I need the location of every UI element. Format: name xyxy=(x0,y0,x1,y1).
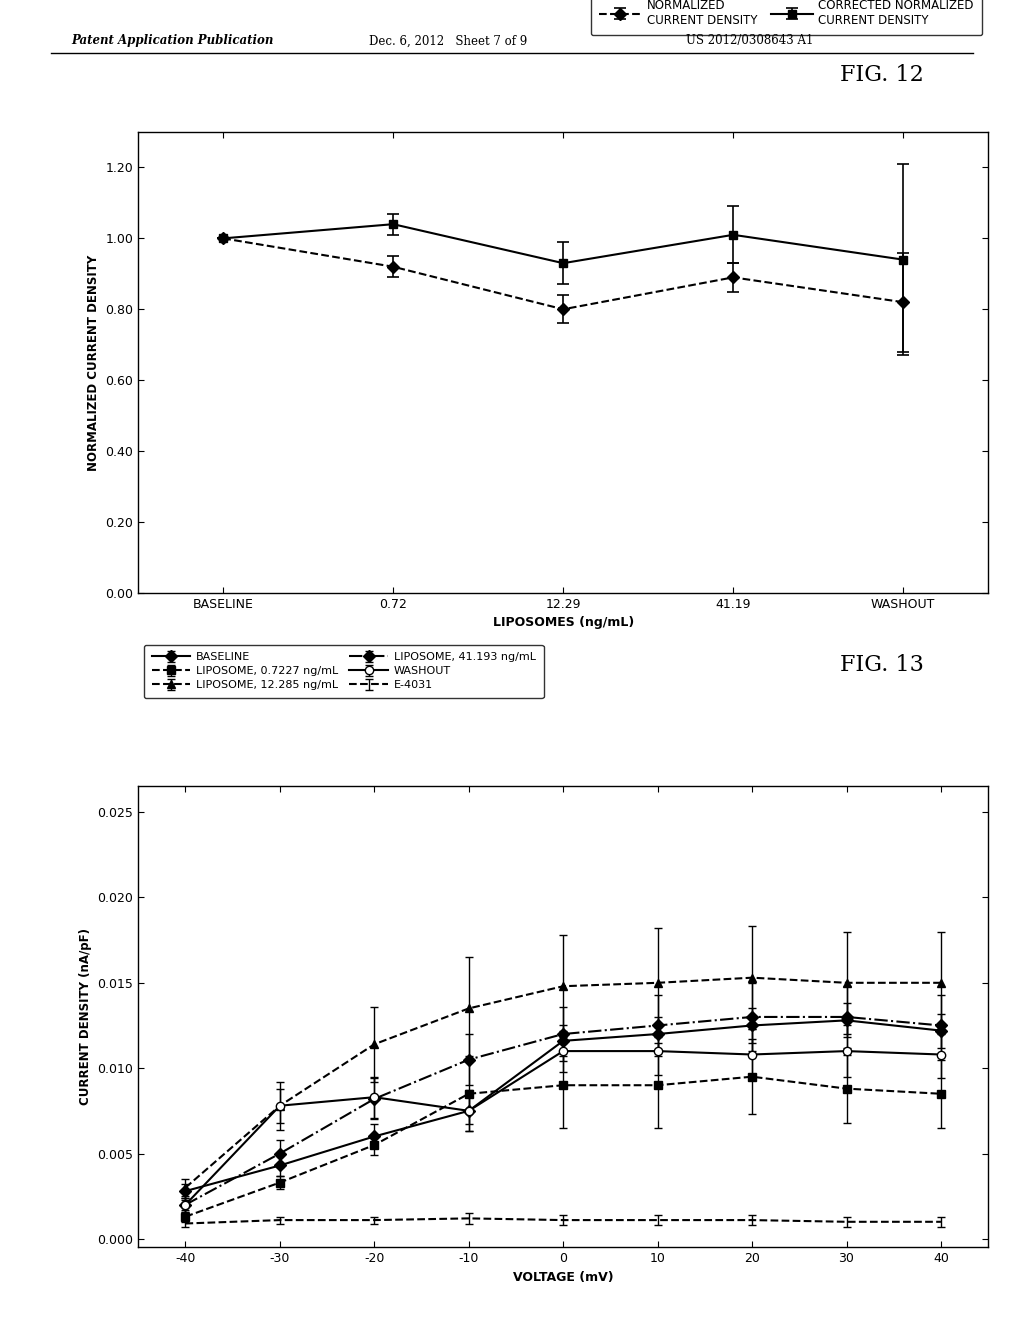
Legend: BASELINE, LIPOSOME, 0.7227 ng/mL, LIPOSOME, 12.285 ng/mL, LIPOSOME, 41.193 ng/mL: BASELINE, LIPOSOME, 0.7227 ng/mL, LIPOSO… xyxy=(143,644,544,698)
Text: Dec. 6, 2012   Sheet 7 of 9: Dec. 6, 2012 Sheet 7 of 9 xyxy=(369,34,527,48)
Text: Patent Application Publication: Patent Application Publication xyxy=(72,34,274,48)
Text: FIG. 13: FIG. 13 xyxy=(840,653,924,676)
X-axis label: VOLTAGE (mV): VOLTAGE (mV) xyxy=(513,1271,613,1284)
Y-axis label: NORMALIZED CURRENT DENSITY: NORMALIZED CURRENT DENSITY xyxy=(87,255,99,470)
X-axis label: LIPOSOMES (ng/mL): LIPOSOMES (ng/mL) xyxy=(493,616,634,630)
Y-axis label: CURRENT DENSITY (nA/pF): CURRENT DENSITY (nA/pF) xyxy=(79,928,92,1105)
Text: US 2012/0308643 A1: US 2012/0308643 A1 xyxy=(686,34,813,48)
Legend: NORMALIZED
CURRENT DENSITY, CORRECTED NORMALIZED
CURRENT DENSITY: NORMALIZED CURRENT DENSITY, CORRECTED NO… xyxy=(591,0,982,34)
Text: FIG. 12: FIG. 12 xyxy=(840,63,924,86)
